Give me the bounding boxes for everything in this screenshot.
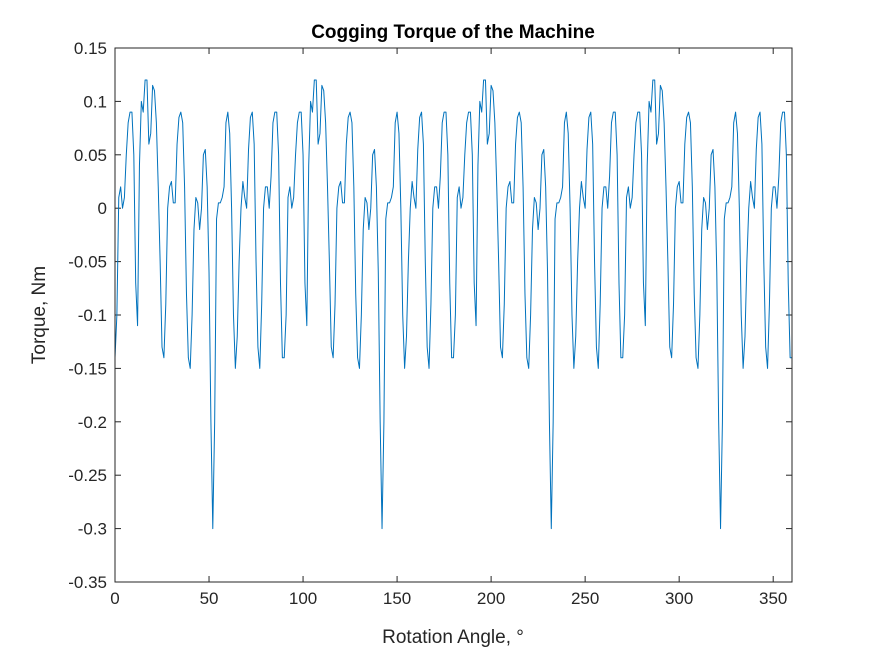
- y-axis-label: Torque, Nm: [29, 266, 50, 364]
- y-tick-label: -0.2: [78, 413, 107, 432]
- y-tick-label: -0.15: [68, 359, 107, 378]
- torque-series-line: [114, 79, 792, 530]
- y-axis-ticks: 0.15 0.1 0.05 0 -0.05 -0.1 -0.15 -0.2 -0.25 -0.3 -…: [68, 39, 792, 592]
- y-tick-label: -0.05: [68, 253, 107, 272]
- y-tick-label: -0.25: [68, 466, 107, 485]
- plot-frame: [114, 47, 793, 583]
- x-axis-ticks: 0 50 100 150 200 250 300 350: [110, 48, 787, 608]
- y-tick-label: 0.05: [74, 146, 107, 165]
- x-tick-label: 350: [759, 589, 787, 608]
- x-axis-label: Rotation Angle, °: [382, 627, 524, 648]
- x-tick-label: 300: [665, 589, 693, 608]
- plot-area: [115, 48, 792, 582]
- x-tick-label: 100: [289, 589, 317, 608]
- y-tick-label: -0.35: [68, 573, 107, 592]
- x-tick-label: 200: [477, 589, 505, 608]
- x-tick-label: 0: [110, 589, 119, 608]
- y-tick-label: -0.3: [78, 520, 107, 539]
- y-tick-label: 0.15: [74, 39, 107, 58]
- y-tick-label: -0.1: [78, 306, 107, 325]
- x-tick-label: 150: [383, 589, 411, 608]
- chart-title: Cogging Torque of the Machine: [311, 22, 595, 43]
- y-tick-label: 0.1: [83, 92, 107, 111]
- y-tick-label: 0: [98, 199, 107, 218]
- x-tick-label: 250: [571, 589, 599, 608]
- x-tick-label: 50: [200, 589, 219, 608]
